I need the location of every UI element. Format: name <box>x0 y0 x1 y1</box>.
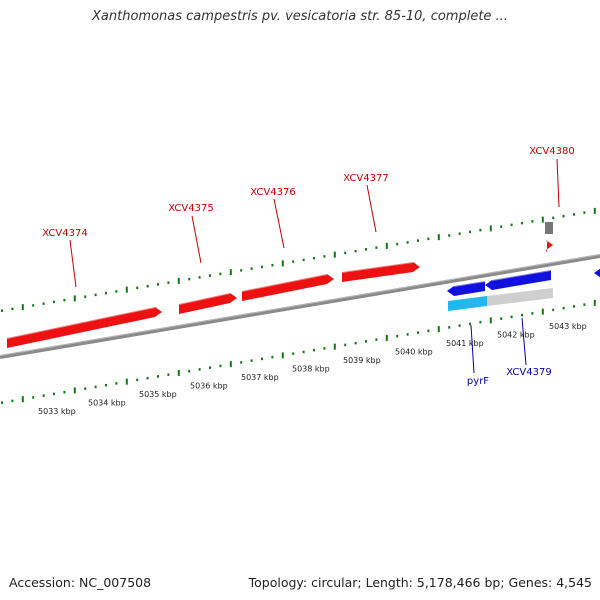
label-leader-line <box>191 215 202 264</box>
map-title: Xanthomonas campestris pv. vesicatoria s… <box>92 9 508 24</box>
gene-XCV4376[interactable] <box>241 273 334 301</box>
tick-label: 5038 kbp <box>292 365 330 374</box>
gene-XCV4375[interactable] <box>178 292 237 314</box>
gene-label[interactable]: XCV4374 <box>42 228 87 239</box>
gene-label[interactable]: XCV4379 <box>506 367 551 378</box>
label-leader-line <box>521 317 527 366</box>
gene-pyrF[interactable] <box>447 280 486 296</box>
tick-label: 5034 kbp <box>88 399 126 408</box>
tick-label: 5037 kbp <box>241 373 279 382</box>
gene-XCV4380[interactable] <box>545 239 553 253</box>
features <box>6 222 600 348</box>
genome-stats-text: Topology: circular; Length: 5,178,466 bp… <box>248 575 592 590</box>
genome-backbone <box>0 254 600 359</box>
tick-labels: 5033 kbp 5034 kbp 5035 kbp 5036 kbp 5037 kbp… <box>38 322 587 416</box>
tick-label: 5043 kbp <box>549 322 587 331</box>
gene-label[interactable]: XCV4380 <box>529 146 574 157</box>
gene-XCV4377[interactable] <box>341 261 420 282</box>
tick-label: 5040 kbp <box>395 348 433 357</box>
gene-labels: XCV4374 XCV4375 XCV4376 XCV4377 XCV4380 pyrF X… <box>42 146 574 387</box>
label-leader-line <box>273 198 285 249</box>
tick-label: 5036 kbp <box>190 382 228 391</box>
cyan-feature <box>448 296 487 311</box>
gene-XCV4374[interactable] <box>6 306 162 348</box>
gene-label[interactable]: XCV4377 <box>343 173 388 184</box>
gene-label[interactable]: XCV4375 <box>168 203 213 214</box>
reverse-tick-row <box>1 299 596 404</box>
tick-label: 5039 kbp <box>343 356 381 365</box>
tick-label: 5042 kbp <box>497 331 535 340</box>
label-leader-line <box>470 324 475 374</box>
gene-label[interactable]: pyrF <box>467 376 489 387</box>
gene-next-reverse[interactable] <box>594 266 600 278</box>
label-leader-line <box>366 184 377 233</box>
tick-label: 5033 kbp <box>38 407 76 416</box>
label-leader-line <box>556 158 560 208</box>
gene-XCV4379[interactable] <box>485 269 552 290</box>
forward-tick-row <box>1 207 596 312</box>
accession-text: Accession: NC_007508 <box>9 575 152 590</box>
gray-feature <box>545 222 553 234</box>
gene-label[interactable]: XCV4376 <box>250 187 295 198</box>
tick-label: 5035 kbp <box>139 390 177 399</box>
label-leader-line <box>69 239 77 288</box>
light-feature <box>487 288 553 306</box>
tick-label: 5041 kbp <box>446 339 484 348</box>
